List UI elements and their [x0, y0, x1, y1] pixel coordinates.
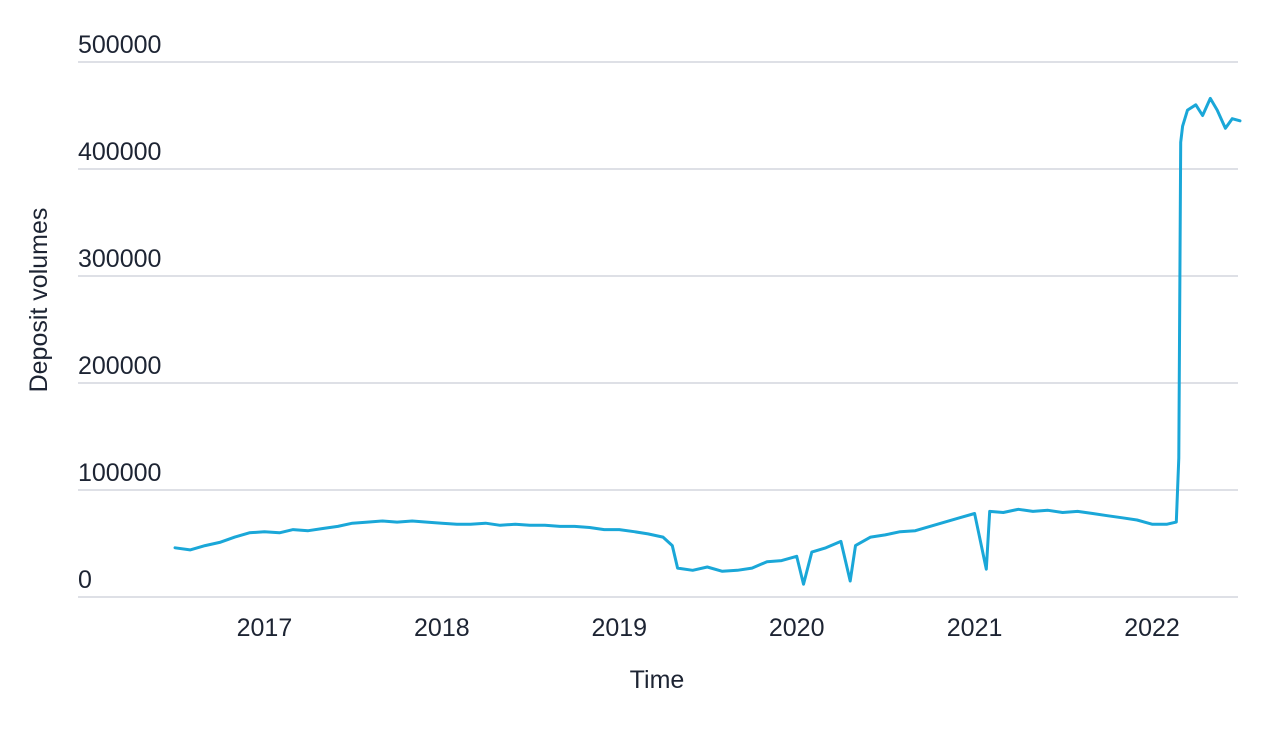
y-tick-label: 500000 [78, 31, 161, 59]
x-tick-label: 2021 [947, 614, 1003, 642]
x-tick-label: 2017 [237, 614, 293, 642]
x-tick-label: 2019 [591, 614, 647, 642]
y-axis-title: Deposit volumes [25, 208, 53, 393]
gridlines [78, 61, 1238, 598]
x-axis-ticks: 2017 2018 2019 2020 2021 2022 [237, 614, 1180, 642]
y-tick-label: 0 [78, 566, 92, 594]
y-tick-label: 400000 [78, 138, 161, 166]
series-layer [173, 96, 1242, 586]
series-line-0 [173, 96, 1242, 586]
x-axis-title: Time [630, 666, 685, 694]
x-tick-label: 2020 [769, 614, 825, 642]
x-tick-label: 2018 [414, 614, 470, 642]
y-tick-label: 200000 [78, 352, 161, 380]
y-axis-ticks: 0 100000 200000 300000 400000 500000 [78, 31, 161, 594]
y-tick-label: 100000 [78, 459, 161, 487]
x-tick-label: 2022 [1124, 614, 1180, 642]
y-tick-label: 300000 [78, 245, 161, 273]
